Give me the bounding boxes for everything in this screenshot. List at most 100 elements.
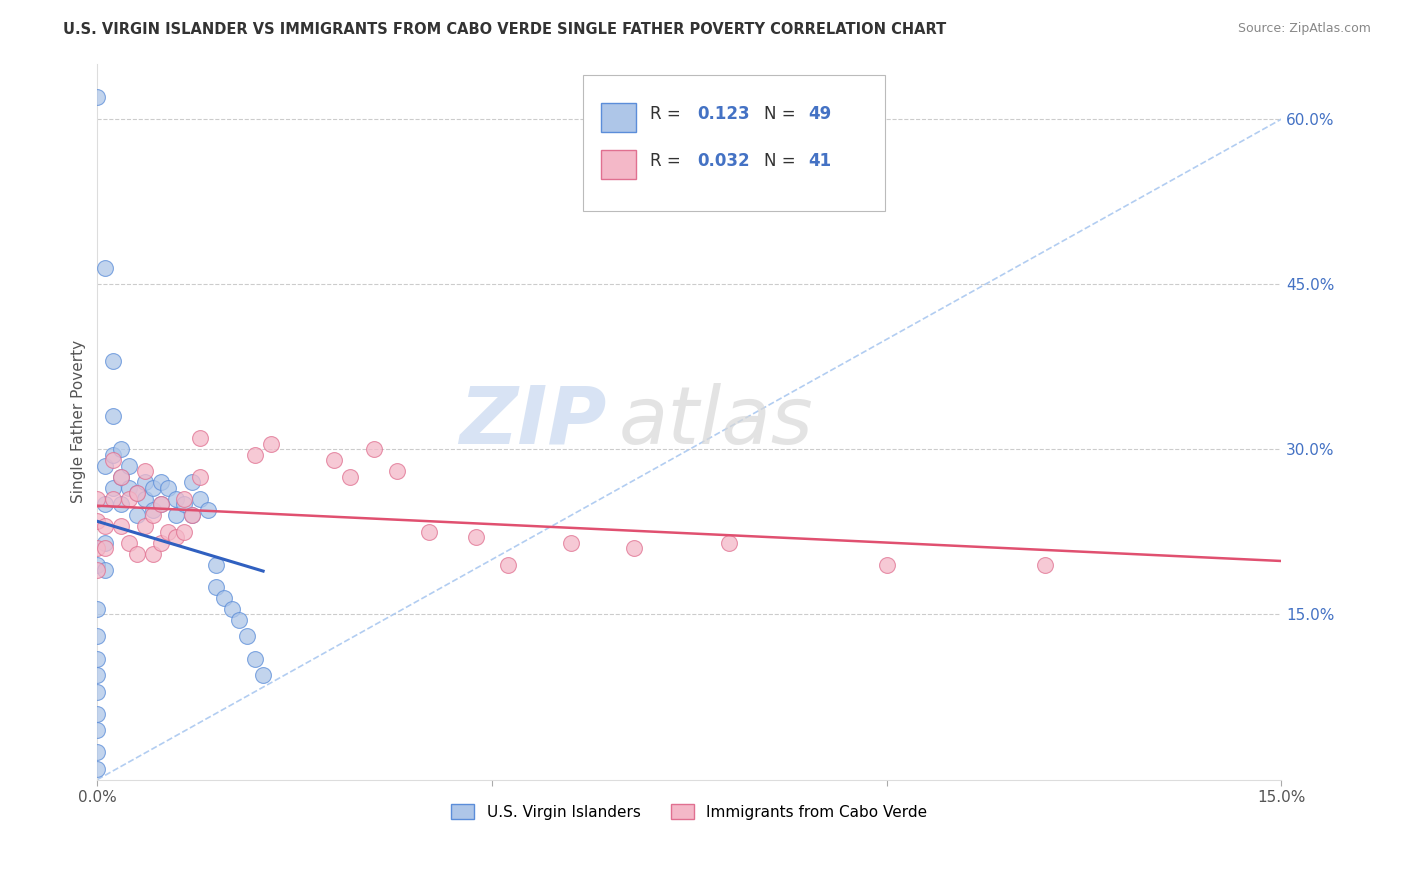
Point — [157, 481, 180, 495]
Point — [149, 475, 172, 490]
Point — [212, 591, 235, 605]
Point — [86, 602, 108, 616]
Point — [221, 602, 243, 616]
Point — [717, 536, 740, 550]
Point — [181, 508, 204, 523]
Point — [165, 491, 187, 506]
Point — [142, 503, 165, 517]
Text: N =: N = — [763, 152, 801, 169]
Point — [134, 464, 156, 478]
Point — [173, 497, 195, 511]
Point — [188, 431, 211, 445]
Point — [86, 723, 108, 737]
Text: 41: 41 — [808, 152, 831, 169]
Point — [125, 508, 148, 523]
Point — [101, 491, 124, 506]
Point — [86, 558, 108, 572]
Point — [323, 453, 346, 467]
Point — [142, 508, 165, 523]
Text: R =: R = — [651, 152, 686, 169]
Point — [125, 547, 148, 561]
Text: N =: N = — [763, 105, 801, 123]
Point — [86, 762, 108, 776]
Point — [101, 453, 124, 467]
Point — [181, 508, 204, 523]
Point — [118, 536, 141, 550]
Point — [110, 497, 132, 511]
Point — [387, 464, 409, 478]
Point — [418, 524, 440, 539]
Bar — [600, 150, 636, 178]
Text: atlas: atlas — [619, 383, 813, 461]
Point — [110, 519, 132, 533]
Point — [86, 90, 108, 104]
Point — [1033, 558, 1056, 572]
Point — [86, 630, 108, 644]
Point — [134, 519, 156, 533]
Point — [157, 524, 180, 539]
Point — [173, 524, 195, 539]
Point — [101, 448, 124, 462]
Point — [142, 481, 165, 495]
Point — [94, 260, 117, 275]
Point — [86, 514, 108, 528]
Point — [125, 486, 148, 500]
Point — [142, 547, 165, 561]
Point — [94, 519, 117, 533]
Point — [173, 491, 195, 506]
Point — [94, 497, 117, 511]
Point — [465, 530, 488, 544]
Point — [560, 536, 582, 550]
Point — [86, 651, 108, 665]
Point — [339, 470, 361, 484]
Point — [363, 442, 385, 457]
Point — [86, 706, 108, 721]
Text: ZIP: ZIP — [460, 383, 606, 461]
Point — [197, 503, 219, 517]
Point — [245, 448, 267, 462]
Point — [134, 491, 156, 506]
Point — [94, 536, 117, 550]
Legend: U.S. Virgin Islanders, Immigrants from Cabo Verde: U.S. Virgin Islanders, Immigrants from C… — [446, 797, 934, 826]
Point — [86, 564, 108, 578]
Point — [876, 558, 898, 572]
Point — [118, 458, 141, 473]
Point — [86, 684, 108, 698]
Point — [110, 470, 132, 484]
Point — [118, 481, 141, 495]
Text: 0.123: 0.123 — [697, 105, 751, 123]
Point — [245, 651, 267, 665]
Y-axis label: Single Father Poverty: Single Father Poverty — [72, 340, 86, 503]
Point — [94, 458, 117, 473]
Point — [101, 409, 124, 424]
Point — [165, 530, 187, 544]
Point — [149, 497, 172, 511]
Point — [252, 668, 274, 682]
Point — [86, 668, 108, 682]
Point — [110, 442, 132, 457]
Point — [260, 437, 283, 451]
Point — [101, 481, 124, 495]
Point — [86, 541, 108, 556]
Point — [94, 541, 117, 556]
Point — [204, 558, 226, 572]
Point — [94, 564, 117, 578]
Point — [228, 613, 250, 627]
Text: R =: R = — [651, 105, 686, 123]
Point — [188, 470, 211, 484]
Bar — [600, 103, 636, 132]
Point — [165, 508, 187, 523]
Point — [134, 475, 156, 490]
Point — [188, 491, 211, 506]
Text: 0.032: 0.032 — [697, 152, 751, 169]
Point — [118, 491, 141, 506]
Point — [181, 475, 204, 490]
Point — [496, 558, 519, 572]
Point — [110, 470, 132, 484]
Point — [86, 491, 108, 506]
Text: U.S. VIRGIN ISLANDER VS IMMIGRANTS FROM CABO VERDE SINGLE FATHER POVERTY CORRELA: U.S. VIRGIN ISLANDER VS IMMIGRANTS FROM … — [63, 22, 946, 37]
Point — [125, 486, 148, 500]
Point — [236, 630, 259, 644]
FancyBboxPatch shape — [583, 75, 884, 211]
Point — [623, 541, 645, 556]
